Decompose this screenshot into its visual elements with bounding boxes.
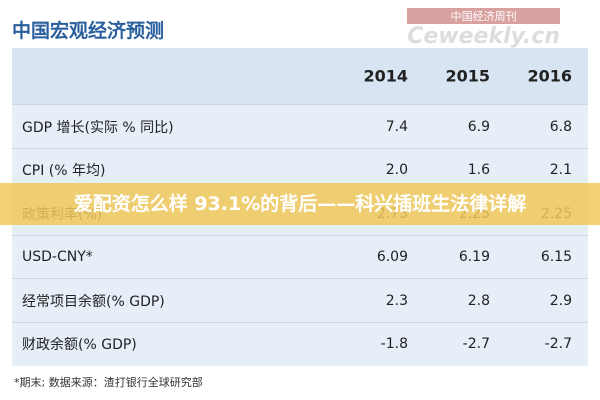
cell: -2.7 (544, 336, 572, 352)
logo: 中国经济周刊 Ceweekly.cn (407, 8, 560, 49)
cell: -2.7 (462, 336, 490, 352)
cell: 6.19 (458, 249, 490, 265)
header-row: 2014 2015 2016 (12, 48, 588, 104)
row-label: USD-CNY* (22, 249, 93, 265)
cell: 7.4 (385, 118, 408, 135)
cell: 2.8 (467, 292, 490, 309)
row-label: 经常项目余额(% GDP) (22, 293, 165, 310)
banner[interactable]: 爱配资怎么样 93.1%的背后——科兴插班生法律详解 (0, 183, 600, 225)
cell: 2.1 (549, 162, 572, 178)
logo-cn: 中国经济周刊 (407, 8, 560, 24)
cell: 6.15 (540, 249, 572, 265)
cell: 6.09 (376, 249, 408, 265)
row-label: CPI (% 年均) (22, 163, 106, 179)
row-label: GDP 增长(实际 % 同比) (22, 119, 174, 136)
table-row: 经常项目余额(% GDP) 2.3 2.8 2.9 (12, 278, 588, 322)
logo-en: Ceweekly.cn (407, 24, 560, 49)
cell: 6.9 (467, 118, 490, 135)
table-row: GDP 增长(实际 % 同比) 7.4 6.9 6.8 (12, 104, 588, 148)
table-row: 财政余额(% GDP) -1.8 -2.7 -2.7 (12, 321, 588, 366)
cell: 1.6 (467, 162, 490, 178)
column-header: 2015 (445, 66, 490, 86)
cell: 2.0 (385, 162, 408, 178)
cell: 2.3 (385, 292, 408, 309)
title: 中国宏观经济预测 (12, 20, 165, 42)
table-row: CPI (% 年均) 2.0 1.6 2.1 (12, 147, 588, 192)
table-row: USD-CNY* 6.09 6.19 6.15 (12, 234, 588, 279)
column-header: 2014 (363, 66, 408, 86)
column-header: 2016 (527, 66, 572, 86)
cell: -1.8 (380, 336, 408, 352)
cell: 6.8 (549, 118, 572, 135)
cell: 2.9 (549, 292, 572, 309)
footnote: *期末; 数据来源：渣打银行全球研究部 (14, 376, 203, 389)
row-label: 财政余额(% GDP) (22, 337, 137, 353)
